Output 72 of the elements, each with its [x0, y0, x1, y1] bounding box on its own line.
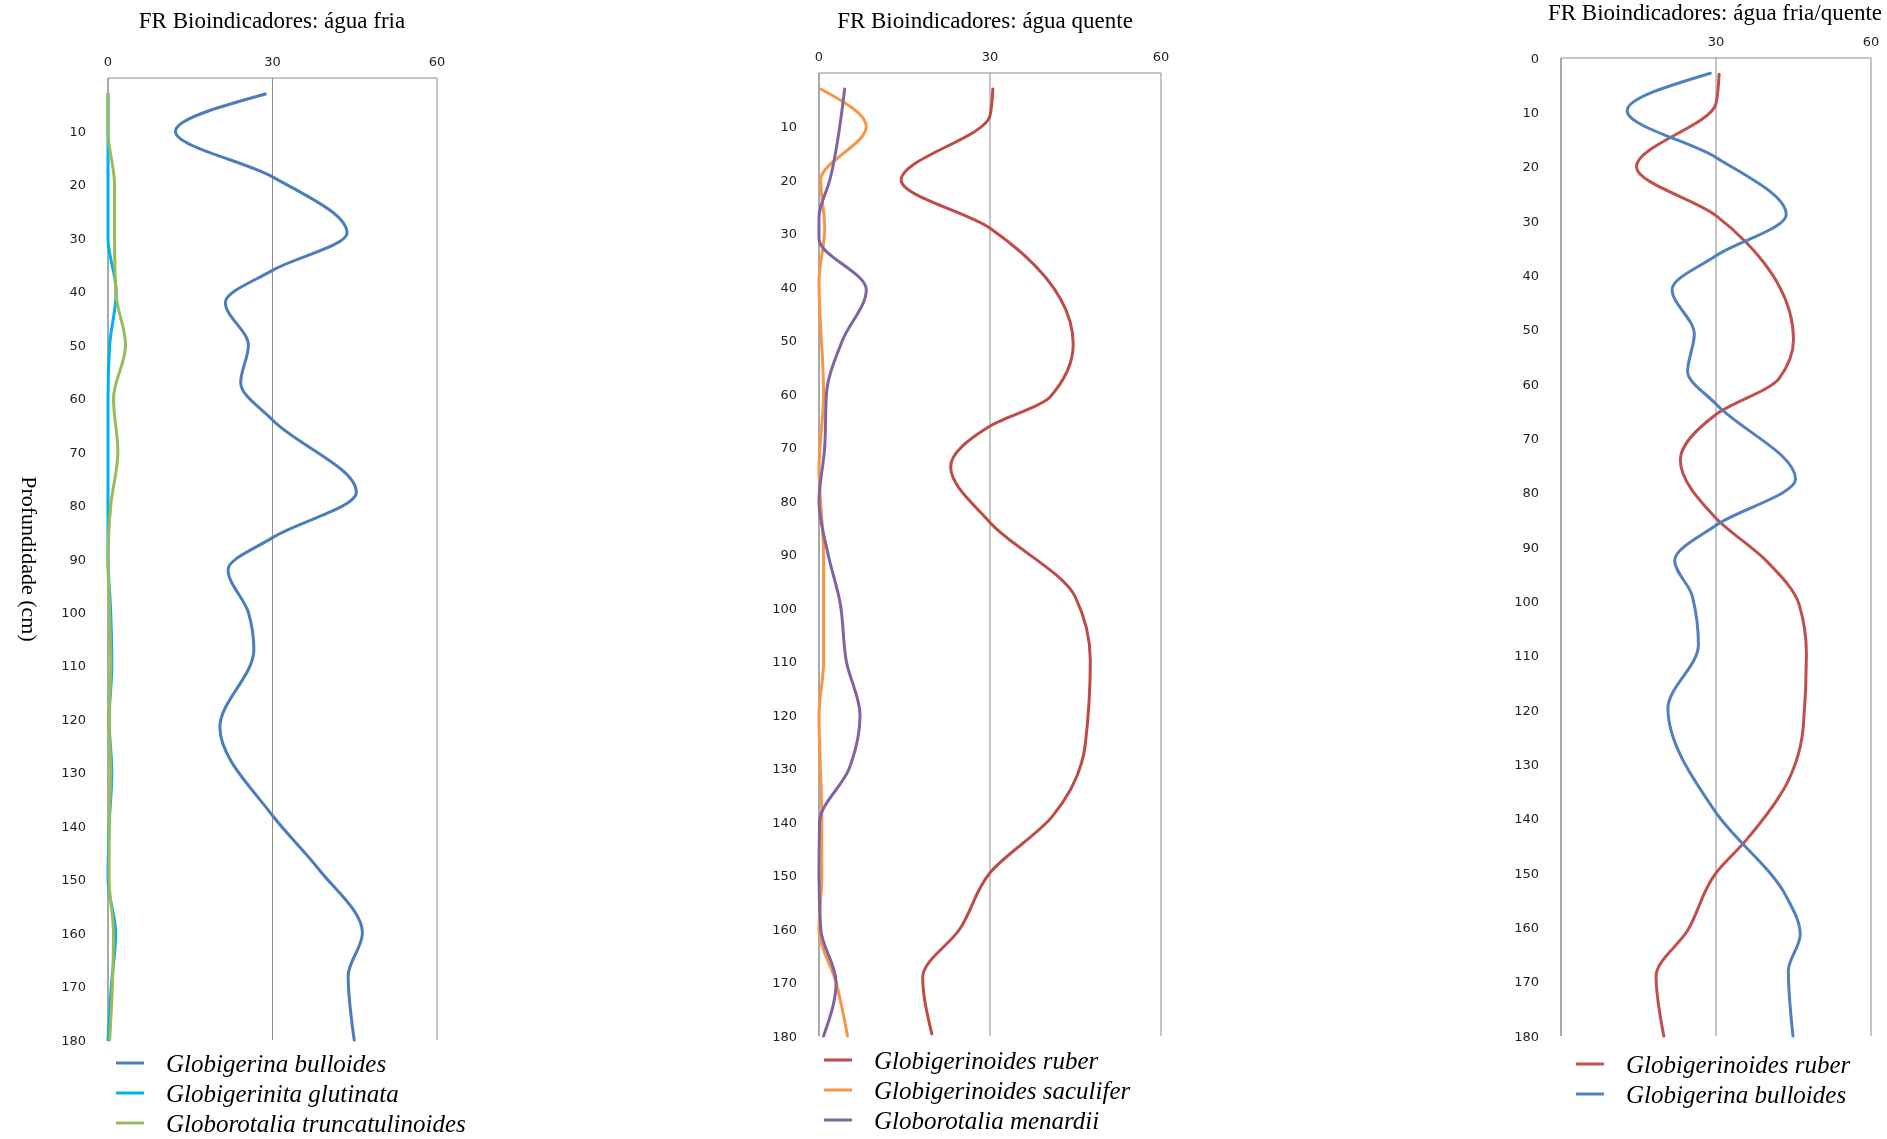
y-tick-label: 80	[780, 493, 797, 509]
y-tick-label: 170	[61, 979, 86, 995]
chart-title: FR Bioindicadores: água fria/quente	[1547, 0, 1882, 25]
legend-label: Globigerina bulloides	[166, 1049, 387, 1077]
chart-title: FR Bioindicadores: água quente	[837, 8, 1133, 33]
y-tick-label: 150	[1514, 865, 1539, 881]
y-tick-label: 110	[772, 654, 797, 670]
y-tick-label: 10	[1522, 104, 1539, 120]
y-tick-label: 130	[1514, 756, 1539, 772]
legend-label: Globorotalia menardii	[874, 1106, 1100, 1134]
y-tick-label: 70	[1522, 430, 1539, 446]
y-tick-label: 80	[69, 498, 86, 514]
y-tick-label: 10	[780, 119, 797, 135]
y-tick-label: 150	[61, 872, 86, 888]
y-tick-label: 80	[1522, 485, 1539, 501]
y-tick-label: 20	[780, 172, 797, 188]
legend-label: Globigerinoides ruber	[874, 1046, 1099, 1074]
x-tick-label: 0	[814, 49, 824, 64]
y-tick-label: 160	[61, 925, 86, 941]
y-tick-label: 180	[61, 1032, 86, 1048]
y-tick-label: 180	[772, 1028, 797, 1044]
y-tick-label: 40	[780, 279, 797, 295]
x-tick-label: 30	[264, 54, 281, 69]
y-tick-label: 170	[1514, 974, 1539, 990]
y-tick-label: 70	[69, 444, 86, 460]
y-tick-label: 50	[780, 333, 797, 349]
y-tick-label: 60	[780, 386, 797, 402]
y-axis-title: Profundidade (cm)	[17, 476, 42, 642]
y-tick-label: 90	[1522, 539, 1539, 555]
y-tick-label: 140	[61, 818, 86, 834]
y-tick-label: 120	[1514, 702, 1539, 718]
legend-label: Globigerinita glutinata	[166, 1079, 399, 1107]
y-tick-label: 20	[1522, 159, 1539, 175]
y-tick-label: 90	[780, 547, 797, 563]
y-tick-label: 90	[69, 551, 86, 567]
y-tick-label: 10	[69, 123, 86, 139]
y-tick-label: 170	[772, 975, 797, 991]
y-tick-label: 180	[1514, 1028, 1539, 1044]
y-tick-label: 70	[780, 440, 797, 456]
y-tick-label: 60	[1522, 376, 1539, 392]
legend-label: Globigerina bulloides	[1626, 1080, 1847, 1108]
y-tick-label: 160	[1514, 919, 1539, 935]
y-tick-label: 150	[772, 868, 797, 884]
y-tick-label: 30	[69, 230, 86, 246]
y-tick-label: 110	[1514, 648, 1539, 664]
y-tick-label: 40	[69, 284, 86, 300]
y-tick-label: 120	[61, 711, 86, 727]
y-tick-label: 40	[1522, 267, 1539, 283]
y-tick-label: 100	[61, 604, 86, 620]
legend-label: Globigerinoides ruber	[1626, 1050, 1851, 1078]
y-tick-label: 30	[780, 226, 797, 242]
y-tick-label: 120	[772, 707, 797, 723]
y-tick-label: 100	[772, 600, 797, 616]
y-tick-label: 130	[772, 761, 797, 777]
y-tick-label: 140	[772, 814, 797, 830]
y-tick-label: 50	[69, 337, 86, 353]
y-tick-label: 30	[1522, 213, 1539, 229]
y-tick-label: 20	[69, 177, 86, 193]
y-tick-label: 100	[1514, 593, 1539, 609]
x-tick-label: 60	[1152, 49, 1170, 64]
y-tick-label: 50	[1522, 322, 1539, 338]
y-tick-label: 60	[69, 391, 86, 407]
chart-title: FR Bioindicadores: água fria	[138, 8, 406, 33]
legend-label: Globorotalia truncatulinoides	[166, 1109, 466, 1137]
y-tick-label: 160	[772, 921, 797, 937]
x-tick-label: 30	[981, 49, 999, 64]
x-tick-label: 0	[103, 54, 113, 69]
legend-label: Globigerinoides saculifer	[874, 1076, 1131, 1104]
y-tick-label: 140	[1514, 811, 1539, 827]
x-tick-label: 60	[428, 54, 446, 69]
y-tick-label: 110	[61, 658, 86, 674]
y-tick-label: 130	[61, 765, 86, 781]
